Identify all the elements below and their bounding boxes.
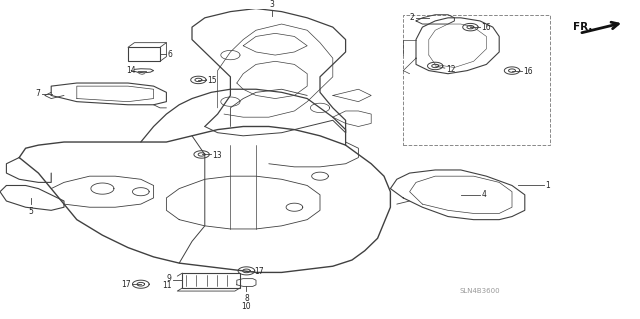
Text: 10: 10 xyxy=(241,302,252,311)
Text: 12: 12 xyxy=(446,65,456,74)
Text: 8: 8 xyxy=(244,293,249,302)
Text: 4: 4 xyxy=(481,190,486,199)
Text: 11: 11 xyxy=(162,281,172,290)
Text: 17: 17 xyxy=(122,280,131,289)
Text: 14: 14 xyxy=(127,66,136,75)
Text: SLN4B3600: SLN4B3600 xyxy=(460,288,500,294)
Bar xyxy=(182,273,240,288)
Text: 13: 13 xyxy=(212,151,222,160)
Bar xyxy=(128,47,160,61)
Text: 5: 5 xyxy=(28,207,33,216)
Text: 16: 16 xyxy=(523,67,532,76)
Text: 6: 6 xyxy=(168,50,173,59)
Text: 16: 16 xyxy=(481,23,491,32)
Text: 2: 2 xyxy=(410,13,415,22)
Text: 9: 9 xyxy=(166,274,172,283)
Text: 15: 15 xyxy=(207,76,217,85)
Text: 17: 17 xyxy=(254,267,264,276)
Text: 1: 1 xyxy=(545,181,550,190)
Text: 7: 7 xyxy=(35,89,40,98)
Bar xyxy=(403,15,550,145)
Text: 3: 3 xyxy=(269,0,275,9)
Text: FR.: FR. xyxy=(573,22,592,32)
